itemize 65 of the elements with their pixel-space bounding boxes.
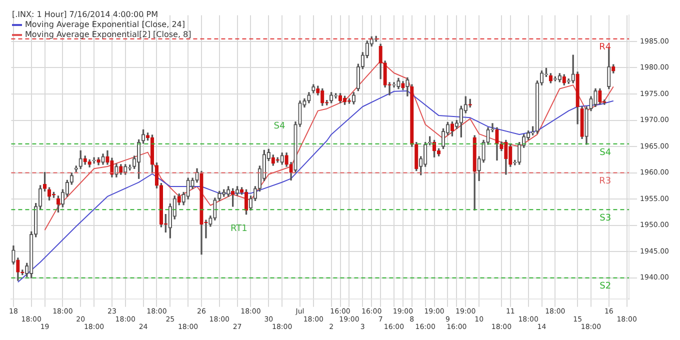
candlestick xyxy=(540,70,544,86)
candlestick xyxy=(12,246,16,265)
annotation: S4 xyxy=(274,122,286,132)
candlestick xyxy=(441,128,446,149)
ref-line-label: S2 xyxy=(600,282,612,292)
candlestick xyxy=(200,170,204,255)
candlestick xyxy=(454,120,459,130)
candlestick xyxy=(56,196,60,213)
candlestick xyxy=(114,164,118,178)
candlestick xyxy=(414,142,418,172)
ref-line-label: R3 xyxy=(599,176,612,187)
candlestick xyxy=(352,92,356,104)
candlestick xyxy=(208,216,212,227)
candlestick xyxy=(401,81,405,90)
candlestick xyxy=(47,187,52,200)
candlestick xyxy=(329,92,334,104)
candlestick xyxy=(392,82,396,88)
candlestick xyxy=(110,158,114,178)
candlestick xyxy=(276,157,280,163)
candlestick xyxy=(248,196,253,210)
candlestick xyxy=(218,190,222,201)
ref-line-label: R4 xyxy=(599,42,612,53)
candlestick xyxy=(580,106,584,139)
candlestick xyxy=(101,154,105,165)
candlestick xyxy=(396,78,400,90)
candlestick xyxy=(320,88,324,106)
candlestick xyxy=(38,185,42,210)
candlestick xyxy=(141,129,146,144)
candlestick xyxy=(598,88,602,104)
chart-title: [.INX: 1 Hour] 7/16/2014 4:00:00 PM xyxy=(12,10,159,20)
candlestick xyxy=(553,76,558,82)
candlestick xyxy=(124,164,128,175)
candlestick xyxy=(213,198,217,220)
legend-label: Moving Average Exponential[2] [Close, 8] xyxy=(25,30,192,40)
candlestick xyxy=(383,60,387,88)
candlestick xyxy=(186,178,190,200)
candlestick xyxy=(406,77,410,96)
candlestick xyxy=(42,172,47,192)
candlestick xyxy=(253,186,258,201)
candlestick xyxy=(195,168,199,183)
candlestick xyxy=(307,92,311,104)
candlestick xyxy=(154,162,159,188)
candlestick xyxy=(294,122,298,173)
candlestick xyxy=(508,144,512,167)
candlestick xyxy=(450,122,454,136)
annotation: RT1 xyxy=(230,224,248,234)
candlestick xyxy=(119,164,123,175)
candlestick xyxy=(495,127,499,161)
candlestick xyxy=(594,88,598,107)
candlestick xyxy=(504,140,508,175)
candlestick xyxy=(284,152,288,167)
candlestick xyxy=(576,72,580,124)
candlestick xyxy=(78,150,82,169)
candlestick xyxy=(280,152,284,165)
candlestick xyxy=(378,44,382,80)
ref-line-label: S3 xyxy=(600,213,612,224)
candlestick xyxy=(562,74,566,86)
candlestick xyxy=(271,154,275,166)
candlestick xyxy=(92,157,96,164)
candlestick xyxy=(571,54,575,84)
candlestick xyxy=(424,142,428,167)
candlestick xyxy=(298,100,302,127)
legend-label: Moving Average Exponential [Close, 24] xyxy=(25,20,185,30)
candlestick xyxy=(535,80,540,134)
ref-line-label: S4 xyxy=(600,148,612,158)
